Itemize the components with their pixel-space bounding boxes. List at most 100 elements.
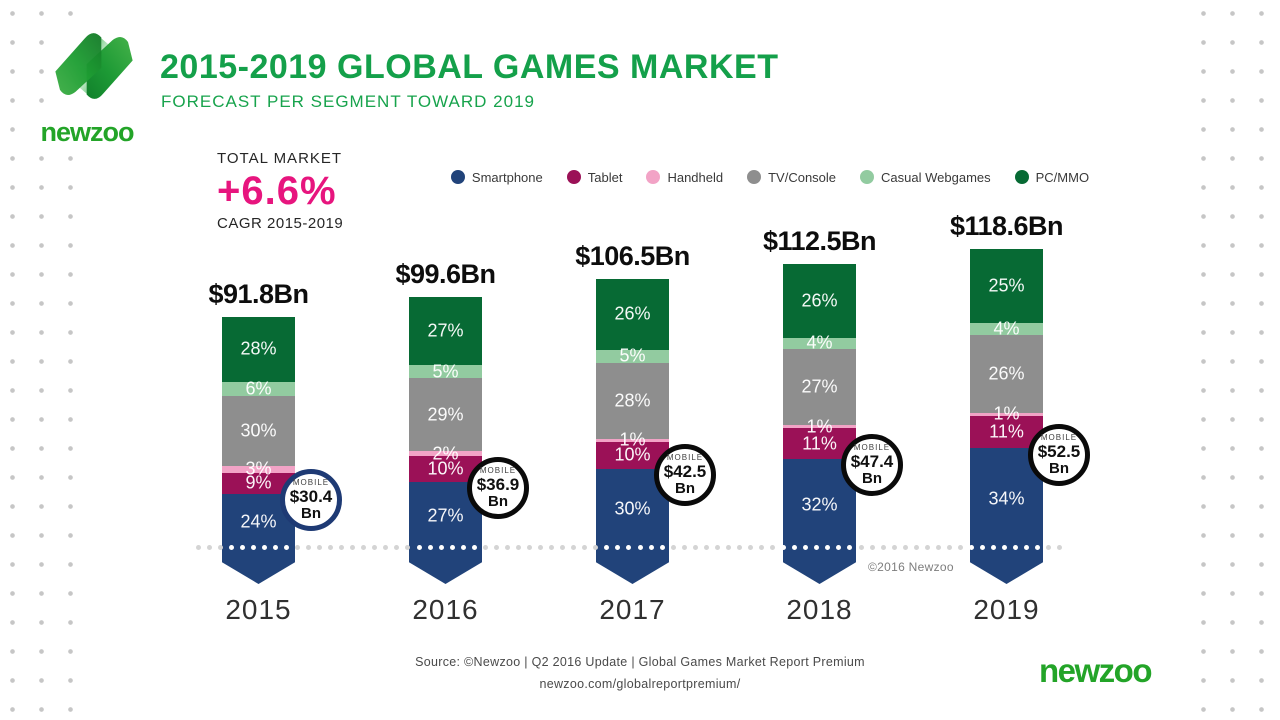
mobile-callout-title: MOBILE [1040,432,1078,442]
mobile-callout-2015: MOBILE $30.4 Bn [280,468,342,531]
segment-casual-webgames-2019: 4% [970,319,1043,339]
mobile-callout-2016: MOBILE $36.9 Bn [467,456,529,519]
segment-percent-label: 6% [245,378,272,399]
baseline-dot [847,545,853,550]
baseline-dot [703,545,709,550]
baseline-dot [659,545,665,550]
baseline-dot [825,545,831,550]
segment-handheld-2019: 1% [970,404,1043,424]
legend-item-tablet: Tablet [566,170,622,185]
legend-color-dot [747,170,762,184]
baseline-dot [471,545,477,550]
segment-casual-webgames-2018: 4% [783,333,856,353]
legend-label: TV/Console [768,169,837,185]
segment-percent-label: 28% [614,390,651,411]
mobile-callout-title: MOBILE [292,477,330,487]
segment-percent-label: 10% [427,458,464,479]
baseline-dot [781,545,787,550]
mobile-callout-unit: Bn [1049,459,1069,477]
segment-percent-label: 30% [240,420,277,441]
bar-total-label-2019: $118.6Bn [949,210,1064,241]
bar-2019: 25% 4% 26% 1% 11% 34% [970,248,1043,550]
baseline-dot [1046,545,1052,550]
legend-item-tv-console: TV/Console [747,170,836,185]
newzoo-wordmark-bottom: newzoo [1039,652,1153,689]
mobile-callout-title: MOBILE [479,465,517,475]
segment-percent-label: 5% [619,345,646,366]
baseline-dot [515,545,521,550]
legend-label: PC/MMO [1035,169,1090,185]
baseline-dot [306,545,311,550]
baseline-dot [604,545,610,550]
dot-pattern-right [1189,0,1277,720]
page-title: 2015-2019 GLOBAL GAMES MARKET [160,48,779,86]
segment-percent-label: 5% [432,361,459,381]
baseline-dot [217,545,223,550]
legend-color-dot [860,170,875,184]
baseline-dot [460,545,466,550]
baseline-dot [283,545,289,550]
segment-percent-label: 25% [988,275,1025,296]
year-label-2019: 2019 [973,594,1040,625]
baseline-dot [383,545,389,550]
baseline-dot [493,545,499,550]
baseline-dot [482,545,488,550]
mobile-callout-value: $42.5 [663,461,707,481]
year-label-2018: 2018 [786,594,853,625]
baseline-dot [438,545,444,550]
segment-percent-label: 27% [801,376,838,397]
segment-percent-label: 24% [240,511,277,532]
mobile-callout-value: $47.4 [850,452,894,472]
segment-handheld-2015: 3% [222,459,295,479]
baseline-dot [980,545,986,550]
segment-percent-label: 34% [988,488,1025,509]
segment-smartphone-2017: 30% [596,468,669,550]
bar-arrow-point-2019 [970,550,1043,584]
segment-percent-label: 27% [427,505,464,526]
year-label-2017: 2017 [599,594,666,625]
baseline-dot [1024,545,1030,550]
legend-color-dot [566,170,581,184]
baseline-dot [803,545,809,550]
baseline-dot [891,545,897,550]
baseline-dot [648,545,654,550]
baseline-dot [504,545,510,550]
segment-pc-mmo-2018: 26% [783,264,856,338]
baseline-dot [880,545,886,550]
bar-arrow-point-2015 [222,550,295,584]
mobile-callout-2018: MOBILE $47.4 Bn [841,434,903,497]
segment-percent-label: 4% [806,332,833,353]
segment-percent-label: 32% [801,494,838,515]
mobile-callout-2017: MOBILE $42.5 Bn [654,443,716,506]
segment-pc-mmo-2019: 25% [970,248,1043,324]
baseline-dot [913,545,919,550]
baseline-dot [372,545,378,550]
mobile-callout-2019: MOBILE $52.5 Bn [1028,423,1090,486]
segment-percent-label: 4% [993,318,1020,339]
segment-percent-label: 30% [614,498,651,519]
page-subtitle: FORECAST PER SEGMENT TOWARD 2019 [161,92,535,111]
baseline-dot [416,545,422,550]
segment-percent-label: 26% [988,363,1025,384]
baseline-dot [527,545,532,550]
source-url: newzoo.com/globalreportpremium/ [539,677,741,691]
segment-pc-mmo-2017: 26% [596,279,669,350]
baseline-dot [748,545,753,550]
segment-casual-webgames-2017: 5% [596,346,669,366]
segment-tv-console-2019: 26% [970,335,1043,413]
baseline-dot [902,545,908,550]
baseline-dot [759,545,765,550]
bar-2017: 26% 5% 28% 1% 10% 30% [596,279,669,550]
baseline-dot [736,545,742,550]
mobile-callout-title: MOBILE [853,443,891,453]
segment-percent-label: 1% [993,403,1020,424]
baseline-dot [449,545,455,550]
segment-percent-label: 27% [427,320,464,341]
baseline-dot [681,545,687,550]
baseline-dot [593,545,599,550]
segment-tv-console-2015: 30% [222,395,295,466]
mobile-callout-unit: Bn [862,470,882,488]
segment-tv-console-2017: 28% [596,363,669,439]
baseline-dot [571,545,577,550]
legend-item-casual-webgames: Casual Webgames [860,170,991,185]
